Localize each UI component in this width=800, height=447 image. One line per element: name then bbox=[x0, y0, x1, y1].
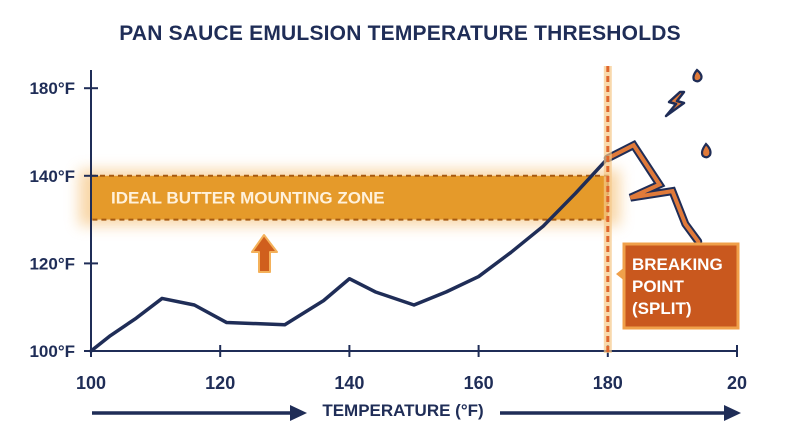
x-tick-label: 180 bbox=[593, 373, 623, 393]
droplet-icon bbox=[692, 68, 703, 83]
up-arrow-icon bbox=[251, 234, 278, 273]
chart-title: PAN SAUCE EMULSION TEMPERATURE THRESHOLD… bbox=[119, 22, 681, 45]
x-tick-label: 20 bbox=[727, 373, 747, 393]
x-axis-label: TEMPERATURE (°F) bbox=[322, 401, 484, 420]
callout-text-line: BREAKING bbox=[632, 255, 723, 274]
series-line bbox=[89, 156, 610, 353]
y-tick-label: 100°F bbox=[29, 342, 75, 361]
y-tick-label: 180°F bbox=[29, 79, 75, 98]
x-tick-label: 120 bbox=[205, 373, 235, 393]
broken-segment bbox=[605, 142, 701, 244]
x-tick-label: 140 bbox=[334, 373, 364, 393]
right-arrow-icon bbox=[92, 405, 307, 421]
callout-text-line: POINT bbox=[632, 277, 685, 296]
x-tick-label: 160 bbox=[464, 373, 494, 393]
breaking-point-callout: BREAKING POINT (SPLIT) bbox=[616, 242, 740, 330]
droplet-icon bbox=[700, 142, 712, 159]
y-tick-label: 140°F bbox=[29, 167, 75, 186]
right-arrow-icon bbox=[500, 405, 741, 421]
x-tick-label: 100 bbox=[76, 373, 106, 393]
ideal-zone-label: IDEAL BUTTER MOUNTING ZONE bbox=[111, 189, 385, 208]
callout-text-line: (SPLIT) bbox=[632, 299, 692, 318]
y-tick-label: 120°F bbox=[29, 254, 75, 273]
lightning-icon bbox=[664, 90, 686, 118]
